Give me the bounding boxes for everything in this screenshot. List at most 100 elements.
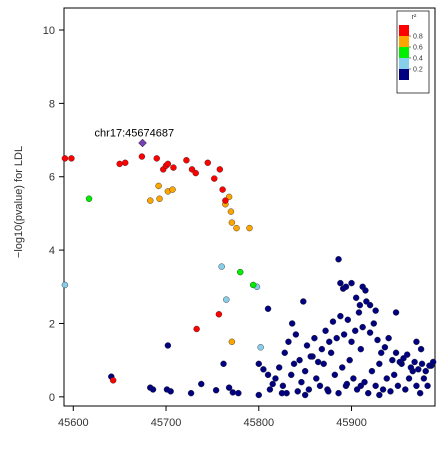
data-point (237, 268, 244, 276)
data-point (301, 367, 309, 375)
data-point (68, 155, 75, 162)
data-point (320, 360, 327, 368)
data-point (413, 382, 420, 390)
points (61, 138, 437, 399)
data-point (212, 387, 220, 394)
data-point (192, 169, 199, 177)
data-point (420, 375, 428, 382)
data-point (215, 311, 223, 318)
data-point (109, 377, 117, 384)
data-point (329, 318, 337, 325)
data-point (314, 358, 322, 366)
lead-snp-label: chr17:45674687 (95, 128, 175, 140)
data-point (348, 338, 355, 346)
data-point (357, 382, 364, 390)
data-point (403, 351, 411, 358)
data-point (155, 182, 162, 190)
data-point (278, 389, 286, 397)
data-point (392, 349, 400, 357)
x-tick-label: 45900 (336, 417, 367, 429)
data-point (290, 360, 298, 368)
data-point (169, 186, 176, 193)
legend-swatch (399, 36, 409, 47)
data-point (138, 153, 146, 160)
data-point (366, 329, 374, 336)
data-point (350, 375, 357, 382)
data-point (379, 386, 387, 393)
data-point (164, 342, 172, 349)
data-point (424, 382, 431, 390)
data-point (390, 371, 398, 379)
data-point (204, 159, 211, 166)
data-point (352, 294, 360, 301)
legend-label: 0.8 (413, 34, 423, 41)
x-tick-label: 45600 (58, 417, 89, 429)
data-point (222, 197, 229, 204)
data-point (187, 389, 195, 397)
data-point (346, 356, 353, 364)
data-point (407, 364, 415, 371)
data-point (233, 224, 240, 232)
data-point (225, 384, 233, 391)
y-axis-title: −log10(pvalue) for LDL (13, 146, 25, 258)
data-point (337, 312, 344, 320)
data-point (376, 360, 383, 368)
data-point (298, 378, 305, 386)
data-point (257, 344, 264, 351)
data-point (193, 325, 200, 333)
data-point (307, 353, 314, 360)
legend-title: r² (412, 14, 417, 21)
data-point (250, 281, 257, 289)
data-point (235, 389, 242, 397)
data-point (281, 349, 288, 357)
data-point (339, 364, 346, 371)
legend-label: 0.2 (413, 67, 423, 74)
data-point (340, 331, 348, 338)
data-point (164, 160, 172, 168)
data-point (198, 380, 205, 388)
data-point (327, 349, 335, 357)
data-point (260, 366, 267, 373)
data-point (368, 367, 376, 375)
data-point (370, 320, 377, 327)
data-point (264, 305, 272, 312)
data-point (355, 309, 363, 316)
y-tick-label: 0 (49, 392, 55, 404)
x-axis: 45600 45700 45800 45900 (58, 406, 367, 429)
data-point (372, 382, 379, 390)
data-point (335, 389, 342, 397)
data-point (418, 360, 426, 368)
data-point (337, 279, 344, 287)
data-point (333, 334, 340, 342)
data-point (389, 356, 396, 364)
data-point (387, 388, 394, 395)
data-point (359, 323, 366, 331)
data-point (313, 375, 320, 382)
data-point (288, 320, 296, 327)
y-tick-label: 8 (49, 98, 55, 110)
x-tick-label: 45700 (151, 417, 182, 429)
data-point (211, 175, 218, 182)
data-point (352, 327, 359, 335)
data-point (275, 364, 283, 371)
data-point (357, 345, 364, 353)
data-point (422, 367, 429, 375)
data-point (216, 166, 224, 173)
data-point (279, 382, 287, 390)
y-tick-label: 4 (49, 245, 55, 257)
data-point (269, 380, 276, 388)
data-point (285, 338, 292, 346)
data-point (343, 380, 351, 388)
data-point (356, 301, 364, 309)
data-point (167, 388, 174, 395)
data-point (292, 331, 300, 338)
data-point (405, 375, 413, 382)
data-point (170, 164, 177, 171)
y-tick-label: 6 (49, 172, 55, 184)
data-point (342, 283, 350, 290)
data-point (255, 391, 262, 399)
data-point (411, 358, 418, 366)
data-point (402, 386, 409, 393)
y-tick-label: 10 (43, 25, 55, 37)
data-point (264, 371, 272, 379)
